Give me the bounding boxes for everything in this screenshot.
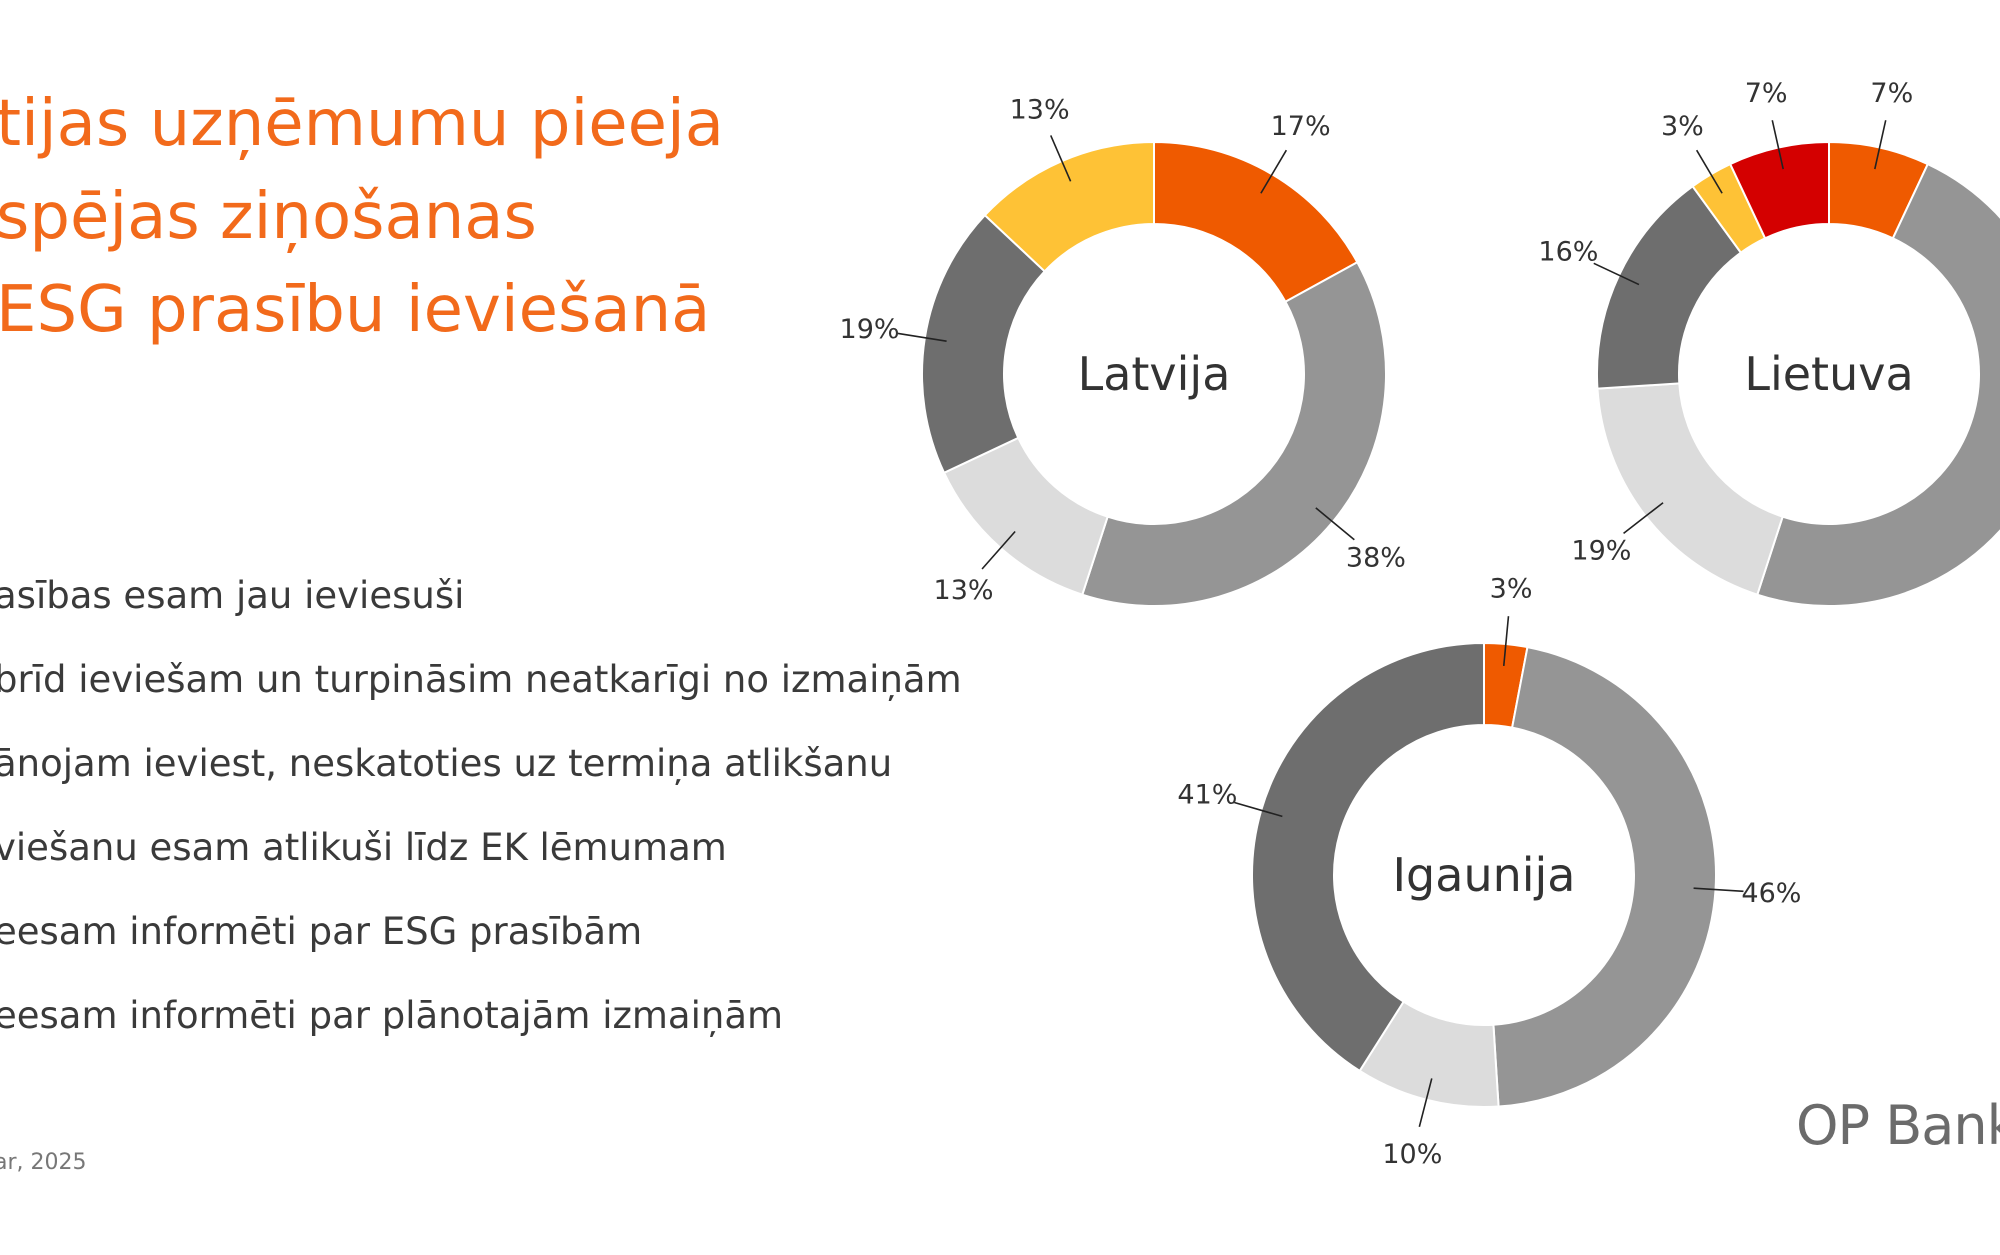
source-note: ar, 2025 [0,1150,87,1175]
donut-slice [1153,140,1359,304]
slice-percent-label: 7% [1745,78,1788,109]
slice-percent-label: 3% [1661,111,1704,142]
slice-leader-line [1315,507,1355,541]
donut-center-label: Igaunija [1392,848,1575,902]
slice-percent-label: 46% [1741,878,1801,909]
slice-leader-line [1693,887,1744,893]
donut-chart-lietuva: 7% 19% 16% 3% 7% Lietuva [1538,78,2000,607]
donut-center-label: Lietuva [1744,347,1913,401]
donut-slice [1492,645,1717,1108]
slice-percent-label: 10% [1382,1139,1442,1170]
slice-percent-label: 16% [1538,236,1598,267]
legend-item: eesam informēti par plānotajām izmaiņām [0,994,784,1037]
slice-percent-label: 41% [1177,780,1237,811]
slice-leader-line [1623,502,1664,534]
title-line-2: spējas ziņošanas [0,180,537,254]
brand-logo: OP Bank [1796,1094,2000,1157]
title-line-3: ESG prasību ieviešanā [0,273,711,347]
legend-item: eesam informēti par ESG prasībām [0,910,643,953]
legend-item: brīd ieviešam un turpināsim neatkarīgi n… [0,658,962,701]
slice-percent-label: 13% [1010,95,1070,126]
donut-slice [1081,260,1387,607]
slice-leader-line [1050,135,1072,182]
slice-leader-line [1502,616,1510,667]
donut-slice [1728,140,1830,240]
slice-leader-line [1418,1078,1433,1128]
slice-leader-line [1234,801,1283,818]
legend-item: ānojam ieviest, neskatoties uz termiņa a… [0,742,893,785]
slice-leader-line [981,530,1016,570]
title-line-1: tijas uzņēmumu pieeja [0,87,724,161]
slice-leader-line [1593,262,1640,286]
legend-item: viešanu esam atlikuši līdz EK lēmumam [0,826,727,869]
slice-percent-label: 3% [1490,573,1533,604]
slice-leader-line [1874,120,1887,170]
donut-chart-latvija: 17% 38% 13% 19% 13% Latvija [840,95,1406,607]
legend-item: asības esam jau ieviesuši [0,574,465,617]
donut-center-label: Latvija [1078,347,1231,401]
donut-slice [983,140,1155,273]
donut-slice [1251,641,1485,1073]
slice-percent-label: 19% [840,314,900,345]
slice-percent-label: 13% [934,575,994,606]
slice-percent-label: 19% [1571,536,1631,567]
slice-percent-label: 7% [1870,78,1913,109]
slice-percent-label: 38% [1346,543,1406,574]
slice-leader-line [1771,120,1784,170]
legend: asības esam jau ieviesuši brīd ieviešam … [0,560,962,1064]
donut-slice [1756,162,2000,607]
slice-leader-line [897,332,947,342]
page-title: tijas uzņēmumu pieeja spējas ziņošanas E… [0,78,724,357]
slice-leader-line [1260,149,1288,194]
slice-percent-label: 17% [1271,111,1331,142]
slice-leader-line [1695,149,1723,194]
donut-chart-igaunija: 3% 46% 10% 41% Igaunija [1177,573,1801,1170]
